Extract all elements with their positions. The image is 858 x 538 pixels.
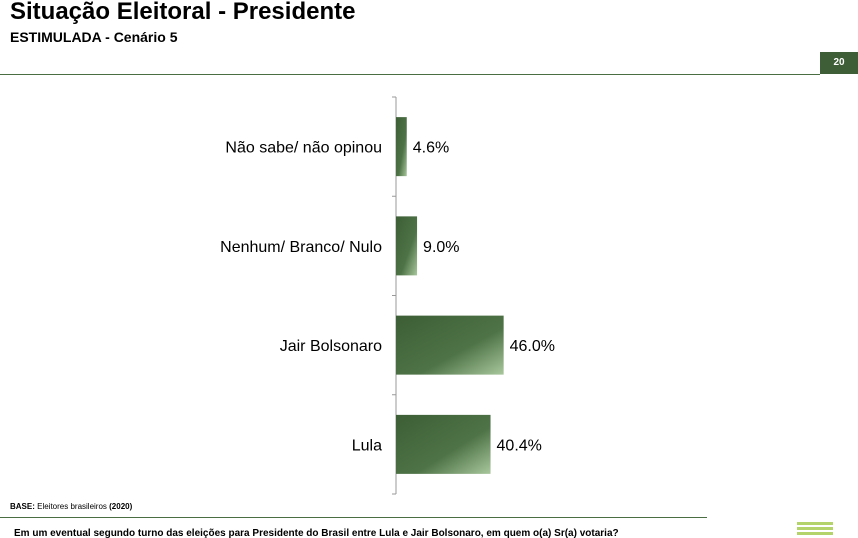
footer-divider	[0, 517, 707, 518]
category-label: Lula	[352, 437, 382, 454]
data-label: 46.0%	[510, 338, 555, 355]
base-label: BASE:	[10, 502, 35, 511]
bar	[396, 315, 504, 375]
data-label: 9.0%	[423, 239, 459, 256]
survey-question: Em um eventual segundo turno das eleiçõe…	[14, 528, 619, 538]
category-label: Não sabe/ não opinou	[225, 140, 382, 157]
base-year: (2020)	[109, 502, 133, 511]
page-title: Situação Eleitoral - Presidente	[10, 0, 356, 25]
base-text: Eleitores brasileiros	[34, 502, 110, 511]
base-note: BASE: Eleitores brasileiros (2020)	[10, 502, 132, 511]
page-subtitle: ESTIMULADA - Cenário 5	[10, 29, 178, 45]
header-divider	[0, 74, 820, 75]
category-label: Jair Bolsonaro	[280, 338, 382, 355]
bar	[396, 414, 491, 474]
bar	[396, 216, 418, 276]
brand-logo-icon	[797, 522, 833, 538]
data-label: 40.4%	[497, 437, 542, 454]
page-number-badge: 20	[820, 52, 858, 74]
data-label: 4.6%	[413, 140, 449, 157]
category-label: Nenhum/ Branco/ Nulo	[220, 239, 382, 256]
bar	[396, 117, 407, 177]
